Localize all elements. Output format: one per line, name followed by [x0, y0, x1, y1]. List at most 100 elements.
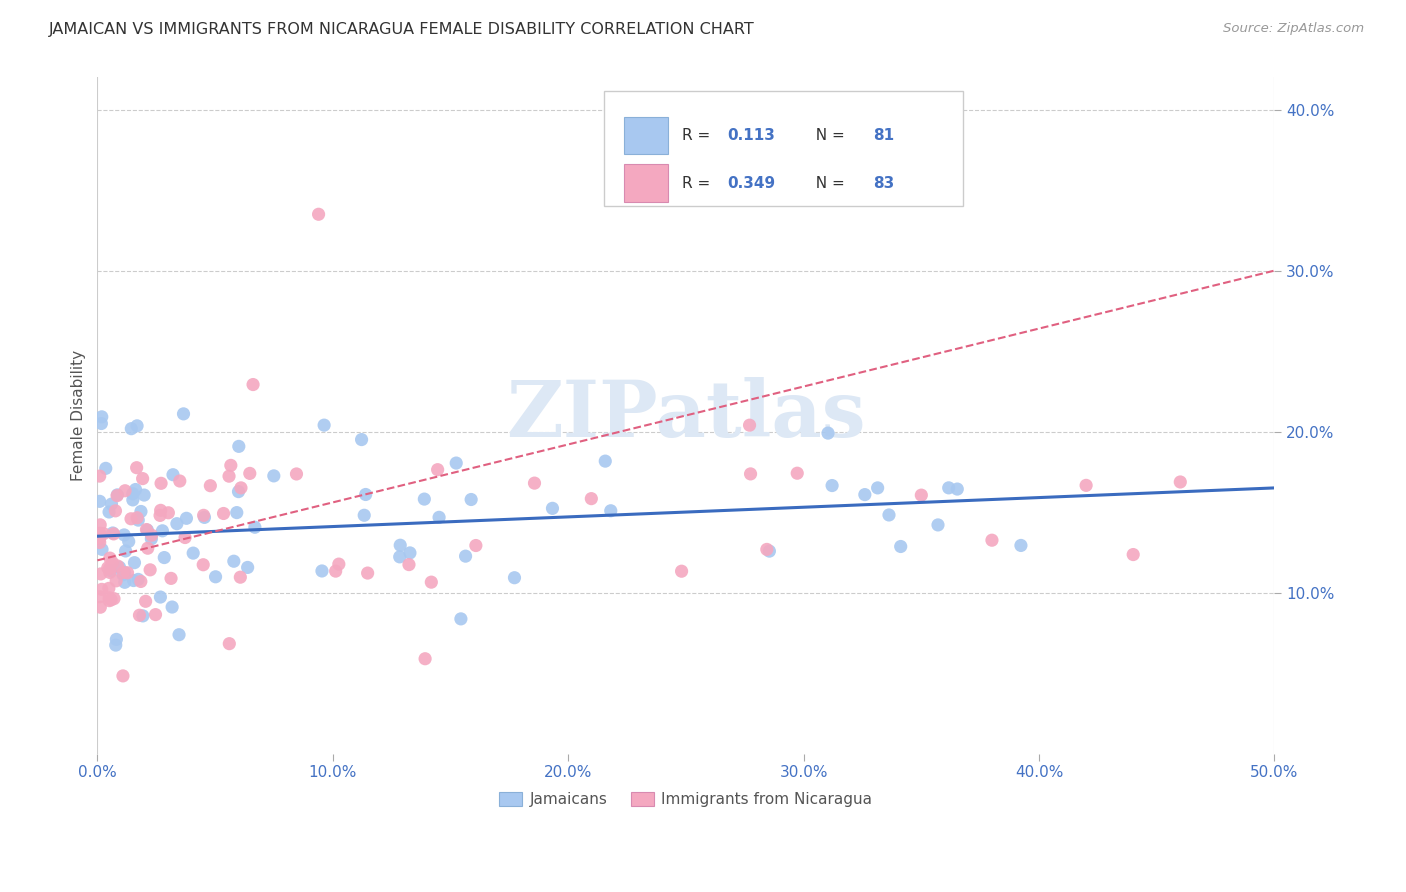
Point: [104, 638, 127, 652]
Point: [100, 497, 122, 511]
Point: [149, 590, 172, 604]
Point: [420, 575, 443, 590]
Point: [98, 566, 121, 580]
Point: [124, 483, 146, 497]
Text: ZIPatlas: ZIPatlas: [506, 377, 866, 453]
Point: [89, 590, 111, 604]
Point: [263, 468, 285, 483]
Text: Source: ZipAtlas.com: Source: ZipAtlas.com: [1223, 22, 1364, 36]
Point: [136, 523, 159, 537]
Point: [853, 487, 876, 501]
Point: [181, 546, 204, 560]
Point: [149, 508, 172, 523]
Point: [212, 507, 235, 521]
Point: [745, 191, 768, 205]
Point: [104, 504, 127, 518]
Point: [120, 512, 142, 526]
Point: [314, 418, 336, 433]
Point: [145, 607, 167, 622]
Point: [523, 476, 546, 491]
Point: [93, 526, 115, 541]
Point: [89, 494, 111, 508]
Point: [1122, 548, 1144, 562]
Point: [89, 600, 111, 615]
Point: [122, 574, 145, 588]
Point: [135, 523, 157, 537]
Point: [89, 526, 111, 541]
Point: [153, 550, 176, 565]
Point: [169, 474, 191, 488]
Point: [89, 531, 111, 545]
Point: [200, 479, 222, 493]
Point: [98, 551, 121, 566]
Point: [350, 433, 373, 447]
Point: [866, 481, 889, 495]
Point: [149, 503, 172, 517]
Text: 83: 83: [873, 176, 894, 191]
Point: [152, 524, 174, 538]
Point: [101, 556, 124, 570]
Point: [353, 508, 375, 523]
Point: [89, 535, 111, 549]
Point: [121, 492, 143, 507]
Point: [141, 528, 163, 542]
Text: N =: N =: [806, 176, 849, 191]
Point: [389, 538, 412, 552]
Point: [218, 637, 240, 651]
Point: [503, 571, 526, 585]
Point: [117, 566, 139, 580]
Point: [398, 558, 420, 572]
Point: [593, 454, 616, 468]
Point: [127, 510, 149, 524]
Point: [125, 418, 148, 433]
Point: [103, 527, 125, 541]
Point: [228, 439, 250, 453]
Point: [128, 608, 150, 623]
Point: [981, 533, 1004, 548]
FancyBboxPatch shape: [623, 164, 668, 202]
Point: [599, 504, 621, 518]
Point: [129, 574, 152, 589]
Point: [204, 570, 226, 584]
Point: [97, 582, 120, 596]
Point: [111, 669, 134, 683]
Point: [90, 582, 112, 597]
Point: [160, 571, 183, 585]
Point: [107, 559, 129, 574]
Point: [444, 456, 467, 470]
Point: [236, 560, 259, 574]
Point: [877, 508, 900, 522]
Point: [136, 541, 159, 556]
Point: [90, 566, 112, 581]
Point: [388, 549, 411, 564]
Text: JAMAICAN VS IMMIGRANTS FROM NICARAGUA FEMALE DISABILITY CORRELATION CHART: JAMAICAN VS IMMIGRANTS FROM NICARAGUA FE…: [49, 22, 755, 37]
Point: [222, 554, 245, 568]
Point: [114, 483, 136, 498]
Point: [124, 556, 146, 570]
Point: [166, 516, 188, 531]
Point: [114, 566, 136, 580]
Point: [454, 549, 477, 563]
Point: [141, 532, 163, 546]
Point: [139, 563, 162, 577]
Text: 81: 81: [873, 128, 894, 143]
Point: [239, 467, 262, 481]
Point: [111, 567, 134, 582]
Point: [243, 520, 266, 534]
Point: [218, 469, 240, 483]
Point: [285, 467, 308, 481]
Legend: Jamaicans, Immigrants from Nicaragua: Jamaicans, Immigrants from Nicaragua: [494, 786, 879, 814]
Point: [129, 504, 152, 518]
Point: [94, 461, 117, 475]
Point: [758, 544, 780, 558]
Point: [426, 463, 449, 477]
Point: [1010, 538, 1032, 552]
Point: [90, 417, 112, 431]
Point: [114, 575, 136, 590]
Point: [1074, 478, 1097, 492]
Point: [671, 564, 693, 578]
Point: [176, 511, 198, 525]
Point: [738, 418, 761, 433]
Point: [311, 564, 333, 578]
Point: [427, 510, 450, 524]
